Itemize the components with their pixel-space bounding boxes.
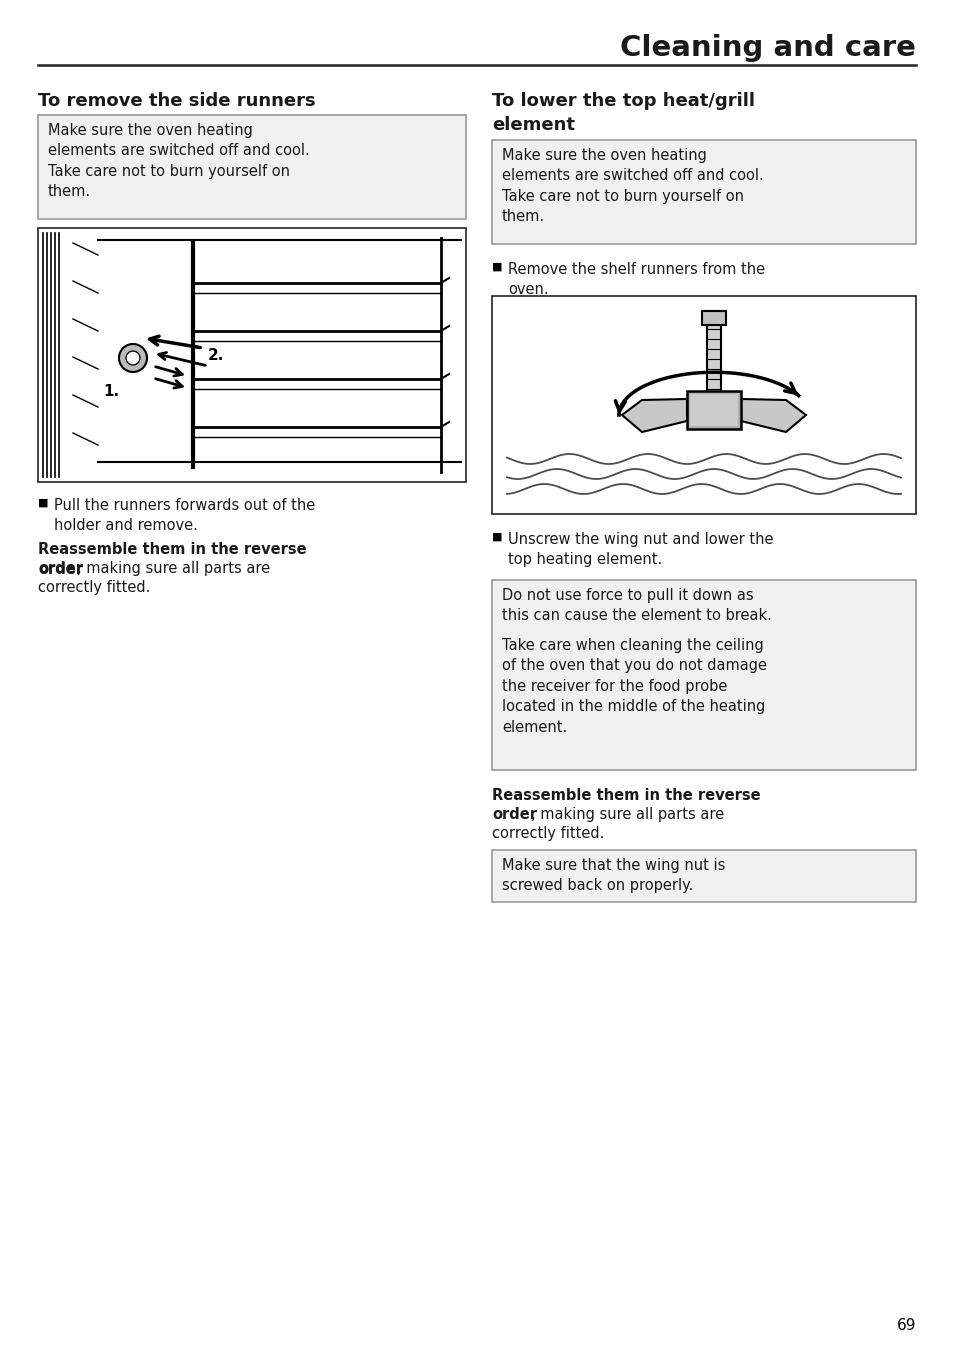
Text: To lower the top heat/grill: To lower the top heat/grill xyxy=(492,92,754,110)
Bar xyxy=(492,580,915,771)
Bar xyxy=(492,850,915,902)
Bar xyxy=(98,241,460,462)
Bar xyxy=(689,393,738,426)
Bar xyxy=(706,311,720,396)
Text: Remove the shelf runners from the
oven.: Remove the shelf runners from the oven. xyxy=(507,262,764,297)
Text: correctly fitted.: correctly fitted. xyxy=(492,826,604,841)
Text: order: order xyxy=(492,807,537,822)
Polygon shape xyxy=(621,399,686,433)
Text: , making sure all parts are: , making sure all parts are xyxy=(531,807,723,822)
Circle shape xyxy=(126,352,140,365)
Text: , making sure all parts are: , making sure all parts are xyxy=(77,561,270,576)
Text: Unscrew the wing nut and lower the
top heating element.: Unscrew the wing nut and lower the top h… xyxy=(507,531,773,568)
Bar xyxy=(38,228,465,483)
Bar xyxy=(38,115,465,219)
Text: To remove the side runners: To remove the side runners xyxy=(38,92,315,110)
Text: 1.: 1. xyxy=(103,384,119,399)
Bar xyxy=(686,391,740,429)
Circle shape xyxy=(119,343,147,372)
Text: Reassemble them in the reverse
order: Reassemble them in the reverse order xyxy=(38,542,306,577)
Text: 2.: 2. xyxy=(208,347,224,362)
Text: ■: ■ xyxy=(492,531,502,542)
Text: Make sure the oven heating
elements are switched off and cool.
Take care not to : Make sure the oven heating elements are … xyxy=(48,123,310,199)
Text: ■: ■ xyxy=(38,498,49,508)
Text: element: element xyxy=(492,116,575,134)
Polygon shape xyxy=(740,399,805,433)
Bar xyxy=(492,296,915,514)
Text: Take care when cleaning the ceiling
of the oven that you do not damage
the recei: Take care when cleaning the ceiling of t… xyxy=(501,638,766,734)
Text: order: order xyxy=(38,561,83,576)
Text: Make sure the oven heating
elements are switched off and cool.
Take care not to : Make sure the oven heating elements are … xyxy=(501,147,763,224)
Text: Cleaning and care: Cleaning and care xyxy=(619,34,915,62)
Bar xyxy=(701,311,725,324)
Text: Reassemble them in the reverse: Reassemble them in the reverse xyxy=(492,788,760,803)
Text: ■: ■ xyxy=(492,262,502,272)
Text: correctly fitted.: correctly fitted. xyxy=(38,580,151,595)
Text: Do not use force to pull it down as
this can cause the element to break.: Do not use force to pull it down as this… xyxy=(501,588,771,623)
Text: 69: 69 xyxy=(896,1317,915,1333)
Bar xyxy=(492,141,915,243)
Text: Make sure that the wing nut is
screwed back on properly.: Make sure that the wing nut is screwed b… xyxy=(501,859,724,894)
Text: Pull the runners forwards out of the
holder and remove.: Pull the runners forwards out of the hol… xyxy=(54,498,314,534)
